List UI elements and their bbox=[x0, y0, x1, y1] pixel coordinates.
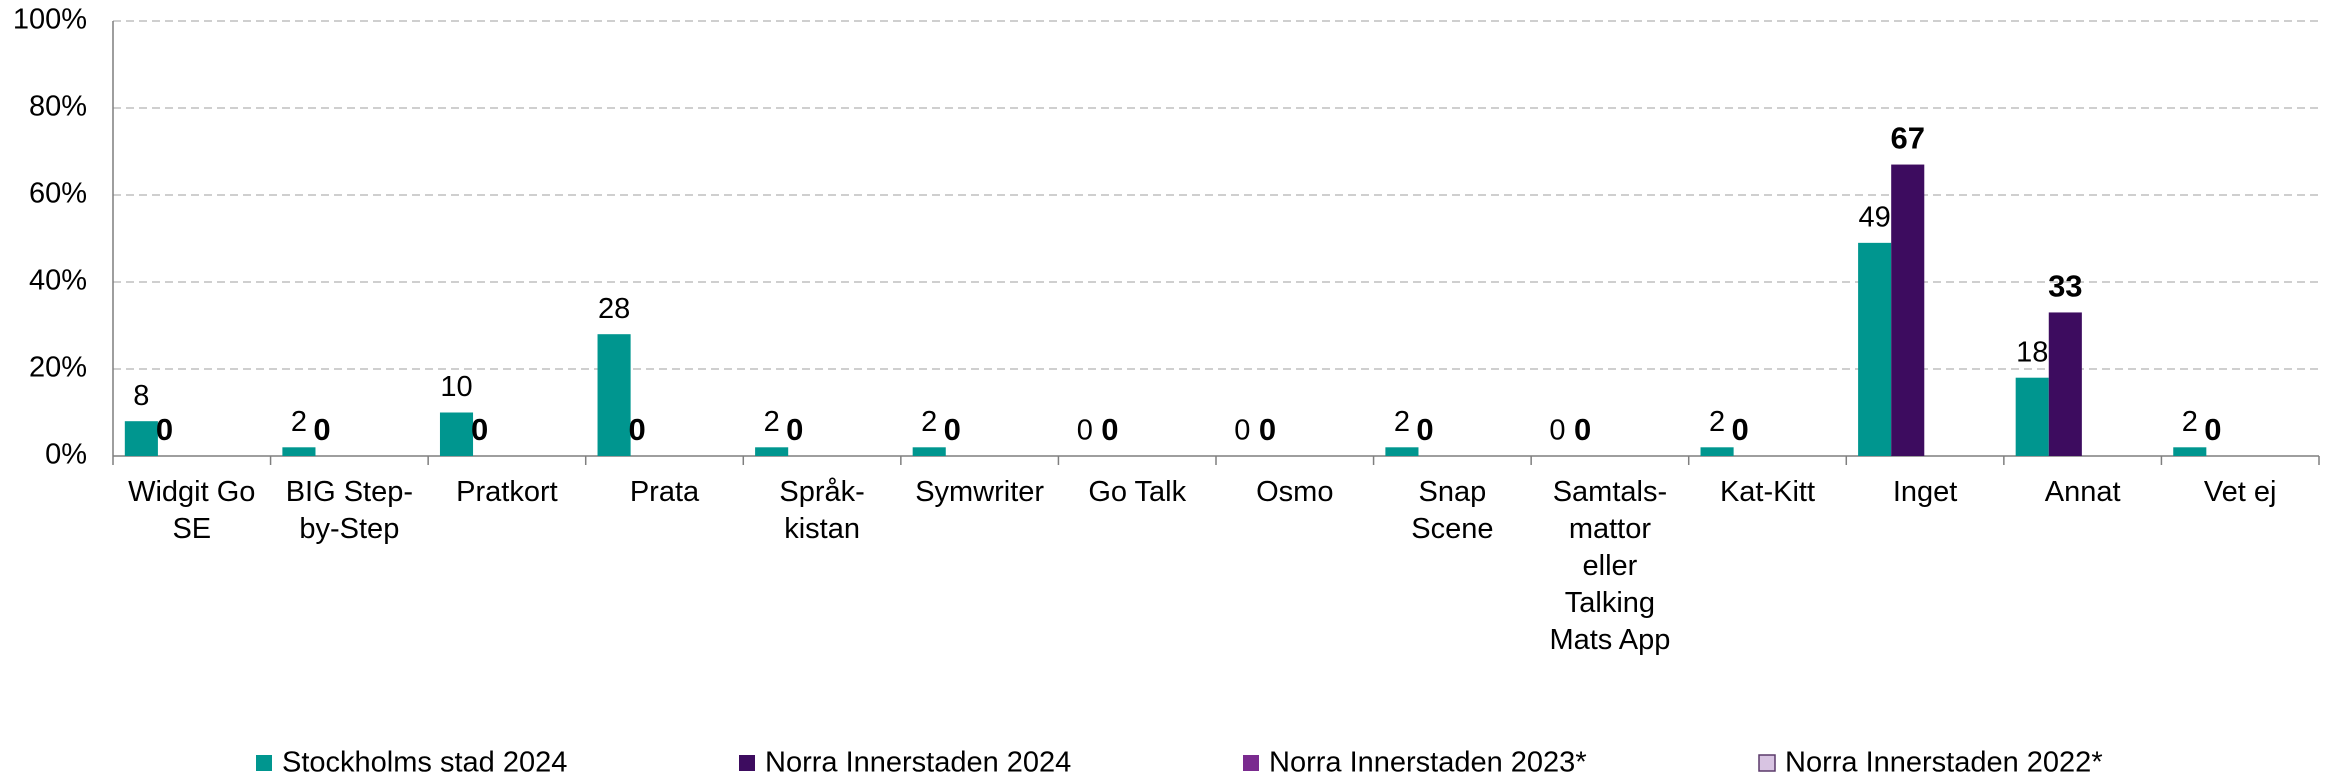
x-tick-label: Go Talk bbox=[1088, 476, 1186, 508]
bar bbox=[2048, 312, 2082, 456]
data-label: 0 bbox=[786, 412, 803, 447]
x-tick-label: Pratkort bbox=[456, 476, 558, 508]
legend-swatch bbox=[256, 755, 272, 771]
bar bbox=[755, 447, 789, 456]
data-label: 28 bbox=[598, 293, 630, 325]
legend-label: Norra Innerstaden 2023* bbox=[1269, 747, 1587, 778]
y-tick-label: 80% bbox=[29, 91, 87, 123]
bar bbox=[282, 447, 316, 456]
bar bbox=[439, 412, 474, 456]
y-tick-label: 20% bbox=[29, 352, 87, 384]
data-label: 33 bbox=[2048, 269, 2082, 304]
data-label: 2 bbox=[1709, 406, 1725, 438]
data-label: 0 bbox=[1574, 412, 1591, 447]
data-label: 0 bbox=[1549, 415, 1565, 447]
x-tick-label: Inget bbox=[1893, 476, 1958, 508]
legend-swatch bbox=[739, 755, 755, 771]
data-label: 0 bbox=[1259, 412, 1276, 447]
legend-swatch bbox=[1758, 754, 1776, 772]
data-label: 0 bbox=[313, 412, 330, 447]
y-tick-label: 100% bbox=[13, 4, 87, 36]
bar bbox=[1858, 242, 1892, 456]
legend-label: Norra Innerstaden 2024 bbox=[765, 747, 1071, 778]
x-tick-label: Prata bbox=[630, 476, 700, 508]
data-label: 2 bbox=[1394, 406, 1410, 438]
data-label: 0 bbox=[629, 412, 646, 447]
data-label: 0 bbox=[2204, 412, 2221, 447]
legend-label: Stockholms stad 2024 bbox=[282, 747, 567, 778]
x-tick-label: BIG Step-by-Step bbox=[286, 476, 413, 545]
legend-label: Norra Innerstaden 2022* bbox=[1785, 747, 2103, 778]
x-tick-label: Symwriter bbox=[915, 476, 1044, 508]
y-tick-label: 60% bbox=[29, 178, 87, 210]
bar bbox=[1385, 447, 1419, 456]
data-label: 67 bbox=[1890, 121, 1924, 156]
bar bbox=[1891, 164, 1925, 457]
data-label: 2 bbox=[2182, 406, 2198, 438]
x-tick-label: Vet ej bbox=[2204, 476, 2277, 508]
bar bbox=[597, 334, 631, 456]
data-label: 0 bbox=[156, 412, 173, 447]
x-tick-label: Kat-Kitt bbox=[1720, 476, 1815, 508]
x-tick-label: Osmo bbox=[1256, 476, 1333, 508]
x-tick-label: Språk-kistan bbox=[779, 476, 864, 545]
data-label: 0 bbox=[1101, 412, 1118, 447]
data-label: 0 bbox=[944, 412, 961, 447]
bar bbox=[2015, 377, 2049, 456]
data-label: 0 bbox=[1234, 415, 1250, 447]
y-tick-label: 40% bbox=[29, 265, 87, 297]
data-label: 18 bbox=[2016, 336, 2048, 368]
data-label: 10 bbox=[440, 371, 472, 403]
data-label: 2 bbox=[921, 406, 937, 438]
data-label: 0 bbox=[1077, 415, 1093, 447]
x-tick-label: Widgit Go SE bbox=[128, 476, 255, 545]
x-tick-label: Samtals-mattor eller Talking Mats App bbox=[1549, 476, 1670, 656]
legend-swatch bbox=[1243, 755, 1259, 771]
data-label: 0 bbox=[471, 412, 488, 447]
bar bbox=[2173, 447, 2207, 456]
data-label: 0 bbox=[1416, 412, 1433, 447]
x-tick-label: Snap Scene bbox=[1411, 476, 1493, 545]
y-tick-label: 0% bbox=[45, 439, 87, 471]
data-label: 0 bbox=[1732, 412, 1749, 447]
data-label: 2 bbox=[291, 406, 307, 438]
data-label: 2 bbox=[764, 406, 780, 438]
bar bbox=[124, 421, 158, 456]
bar bbox=[912, 447, 946, 456]
data-label: 8 bbox=[133, 380, 149, 412]
data-label: 49 bbox=[1859, 202, 1891, 234]
x-tick-label: Annat bbox=[2045, 476, 2121, 508]
bar bbox=[1700, 447, 1734, 456]
